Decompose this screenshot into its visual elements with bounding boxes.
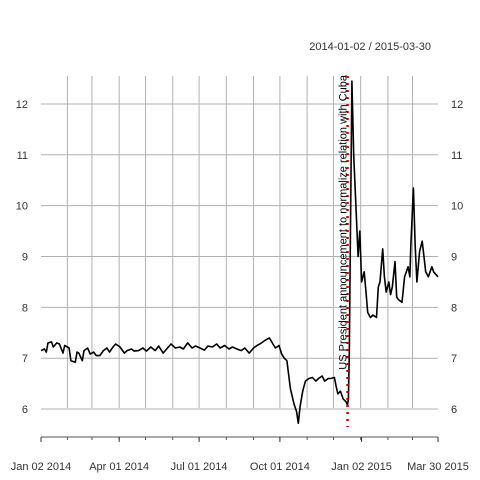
date-range-label: 2014-01-02 / 2015-03-30 xyxy=(309,41,431,53)
y-tick-label: 8 xyxy=(451,302,457,314)
y-tick-label: 10 xyxy=(16,201,28,213)
series-line xyxy=(40,80,439,425)
y-tick-label: 9 xyxy=(451,252,457,264)
y-tick-label: 7 xyxy=(22,353,28,365)
grid-lines xyxy=(41,76,438,410)
y-axis-right-tick-labels: 6 7 8 9 10 11 12 xyxy=(451,99,463,416)
event-annotation: US President announcement to normalize r… xyxy=(338,74,350,370)
y-tick-label: 6 xyxy=(22,404,28,416)
x-tick-label: Jan 02 2014 xyxy=(11,461,72,473)
x-tick-label: Oct 01 2014 xyxy=(250,461,310,473)
y-tick-label: 6 xyxy=(451,404,457,416)
x-tick-label: Mar 30 2015 xyxy=(407,461,469,473)
y-tick-label: 10 xyxy=(451,201,463,213)
y-tick-label: 12 xyxy=(451,99,463,111)
y-tick-label: 11 xyxy=(451,150,462,162)
y-tick-label: 11 xyxy=(17,150,28,162)
y-tick-label: 8 xyxy=(22,302,28,314)
y-tick-label: 7 xyxy=(451,353,457,365)
x-tick-label: Apr 01 2014 xyxy=(89,461,149,473)
y-tick-label: 9 xyxy=(22,252,28,264)
y-axis-left-tick-labels: 6 7 8 9 10 11 12 xyxy=(16,99,28,416)
x-axis-tick-labels: Jan 02 2014 Apr 01 2014 Jul 01 2014 Oct 01 … xyxy=(11,437,469,473)
x-tick-label: Jul 01 2014 xyxy=(171,461,228,473)
y-tick-label: 12 xyxy=(16,99,28,111)
x-tick-label: Jan 02 2015 xyxy=(331,461,392,473)
